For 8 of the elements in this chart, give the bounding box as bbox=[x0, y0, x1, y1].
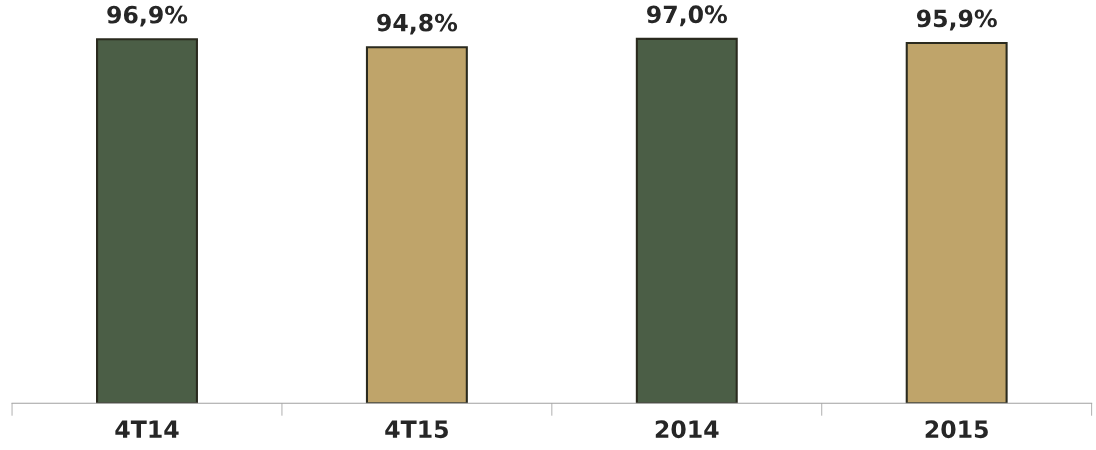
x-tick-label: 4T15 bbox=[385, 420, 448, 439]
x-tick-label: 2014 bbox=[655, 420, 719, 439]
data-label: 95,9% bbox=[916, 9, 997, 31]
data-label: 97,0% bbox=[647, 5, 727, 27]
data-label: 94,8% bbox=[377, 13, 458, 35]
x-tick-label: 2015 bbox=[925, 420, 988, 439]
x-tick-label: 4T14 bbox=[115, 420, 179, 438]
data-label: 96,9% bbox=[107, 5, 188, 27]
